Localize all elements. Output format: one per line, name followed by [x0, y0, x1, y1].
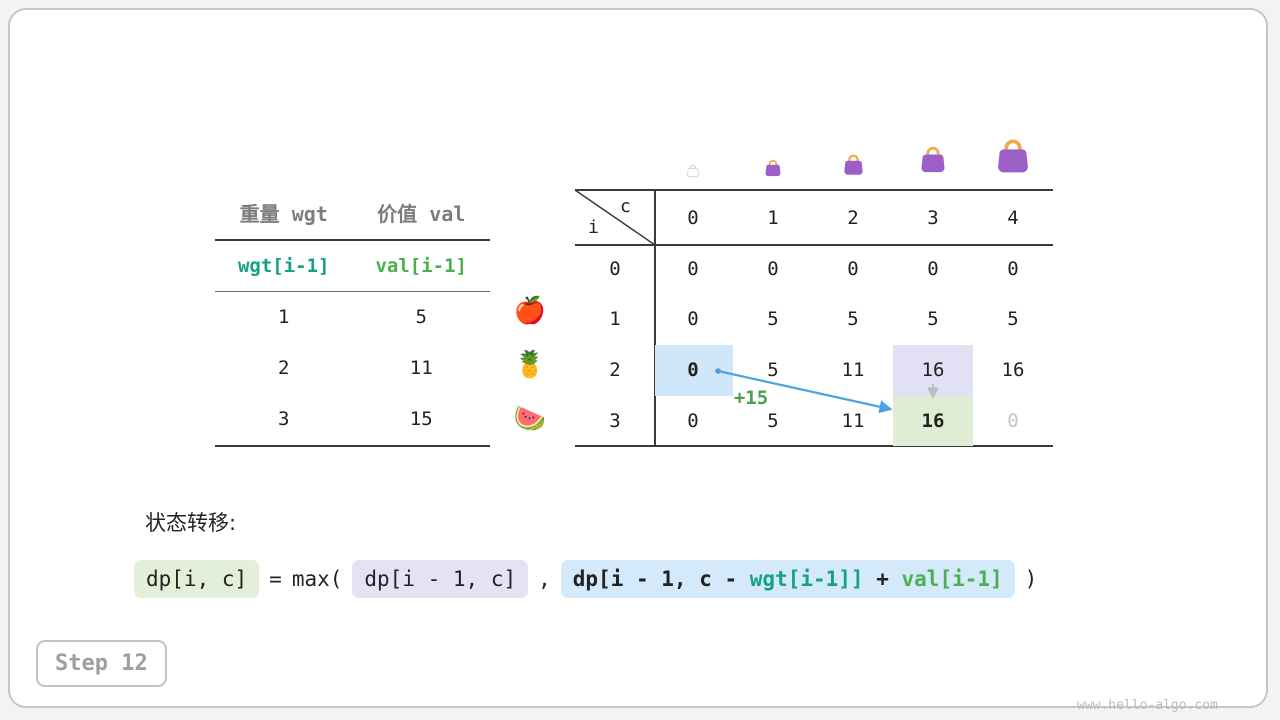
result-cell-highlight — [893, 396, 973, 446]
dp-col-header: 0 — [687, 207, 699, 229]
dp-cell: 5 — [1007, 308, 1019, 330]
dp-cell: 16 — [1001, 359, 1025, 381]
dp-cell: 0 — [687, 258, 699, 280]
formula-keep-term: dp[i - 1, c] — [352, 560, 529, 598]
dp-col-header: 4 — [1007, 207, 1019, 229]
formula-result-term: dp[i, c] — [134, 560, 260, 598]
formula-close-paren: ) — [1024, 567, 1038, 591]
corner-row-label: i — [588, 217, 599, 238]
dp-cell-keep: 16 — [921, 359, 945, 381]
dp-cell: 11 — [841, 410, 865, 432]
dp-table-header-rule — [575, 244, 1053, 246]
formula-take-prefix: dp[i - 1, c - — [572, 567, 750, 591]
formula-take-plus: + — [863, 567, 902, 591]
wgt-formula-label: wgt[i-1] — [237, 255, 330, 277]
items-table-top-rule — [215, 239, 490, 241]
dp-cell: 5 — [767, 359, 779, 381]
dp-cell-pending: 0 — [1007, 410, 1019, 432]
dp-row-header: 1 — [609, 308, 621, 330]
formula-take-term: dp[i - 1, c - wgt[i-1]] + val[i-1] — [560, 560, 1015, 598]
corner-col-label: c — [620, 196, 631, 217]
dp-cell: 5 — [767, 410, 779, 432]
state-transition-formula: dp[i, c] = max( dp[i - 1, c] , dp[i - 1,… — [134, 560, 1037, 598]
formula-equals: = — [269, 567, 282, 591]
item-weight: 1 — [278, 306, 290, 328]
item-weight: 2 — [278, 357, 290, 379]
dp-row-header: 0 — [609, 258, 621, 280]
dp-table-top-rule — [575, 189, 1053, 191]
dp-col-header: 1 — [767, 207, 779, 229]
gain-annotation: +15 — [733, 387, 769, 409]
dp-cell: 0 — [767, 258, 779, 280]
dp-col-header: 2 — [847, 207, 859, 229]
empty-bag-icon — [687, 164, 699, 178]
item-value: 15 — [409, 408, 433, 430]
bag-icon-capacity-1 — [765, 159, 781, 177]
dp-cell: 5 — [927, 308, 939, 330]
items-table-bottom-rule — [215, 445, 490, 447]
formula-take-wgt: wgt[i-1]] — [749, 567, 864, 591]
formula-take-val: val[i-1] — [901, 567, 1003, 591]
weight-column-header: 重量 wgt — [239, 202, 328, 226]
bag-icon-capacity-2 — [844, 154, 863, 175]
bag-icon-capacity-3 — [921, 146, 945, 173]
item-value: 11 — [409, 357, 433, 379]
dp-table-index-rule — [654, 189, 656, 447]
val-formula-label: val[i-1] — [375, 255, 467, 277]
step-badge: Step 12 — [36, 640, 167, 687]
formula-max-open: max( — [291, 567, 343, 591]
dp-cell: 0 — [927, 258, 939, 280]
item-row: 3 15 — [215, 408, 490, 430]
dp-cell: 0 — [1007, 258, 1019, 280]
items-table-formula-row: wgt[i-1] val[i-1] — [215, 255, 490, 277]
dp-row-header: 3 — [609, 410, 621, 432]
dp-cell: 0 — [687, 308, 699, 330]
bag-icon-capacity-4 — [998, 139, 1028, 173]
dp-cell: 0 — [847, 258, 859, 280]
items-table-mid-rule — [215, 291, 490, 292]
dp-table-bottom-rule — [575, 445, 1053, 447]
item-row: 2 11 — [215, 357, 490, 379]
dp-cell-source: 0 — [687, 359, 699, 381]
item-weight: 3 — [278, 408, 290, 430]
item-row: 1 5 — [215, 306, 490, 328]
item-value: 5 — [415, 306, 427, 328]
dp-row-header: 2 — [609, 359, 621, 381]
watermark: www.hello-algo.com — [1077, 698, 1218, 713]
apple-icon: 🍎 — [513, 296, 547, 326]
state-transition-label: 状态转移: — [145, 511, 237, 535]
pineapple-icon: 🍍 — [513, 350, 547, 380]
dp-cell: 0 — [687, 410, 699, 432]
items-table-header: 重量 wgt 价值 val — [215, 198, 490, 227]
formula-comma: , — [538, 567, 551, 591]
value-column-header: 价值 val — [377, 202, 466, 226]
dp-cell-result: 16 — [921, 410, 945, 432]
dp-col-header: 3 — [927, 207, 939, 229]
watermelon-icon: 🍉 — [513, 404, 547, 434]
dp-cell: 5 — [767, 308, 779, 330]
dp-cell: 5 — [847, 308, 859, 330]
dp-cell: 11 — [841, 359, 865, 381]
